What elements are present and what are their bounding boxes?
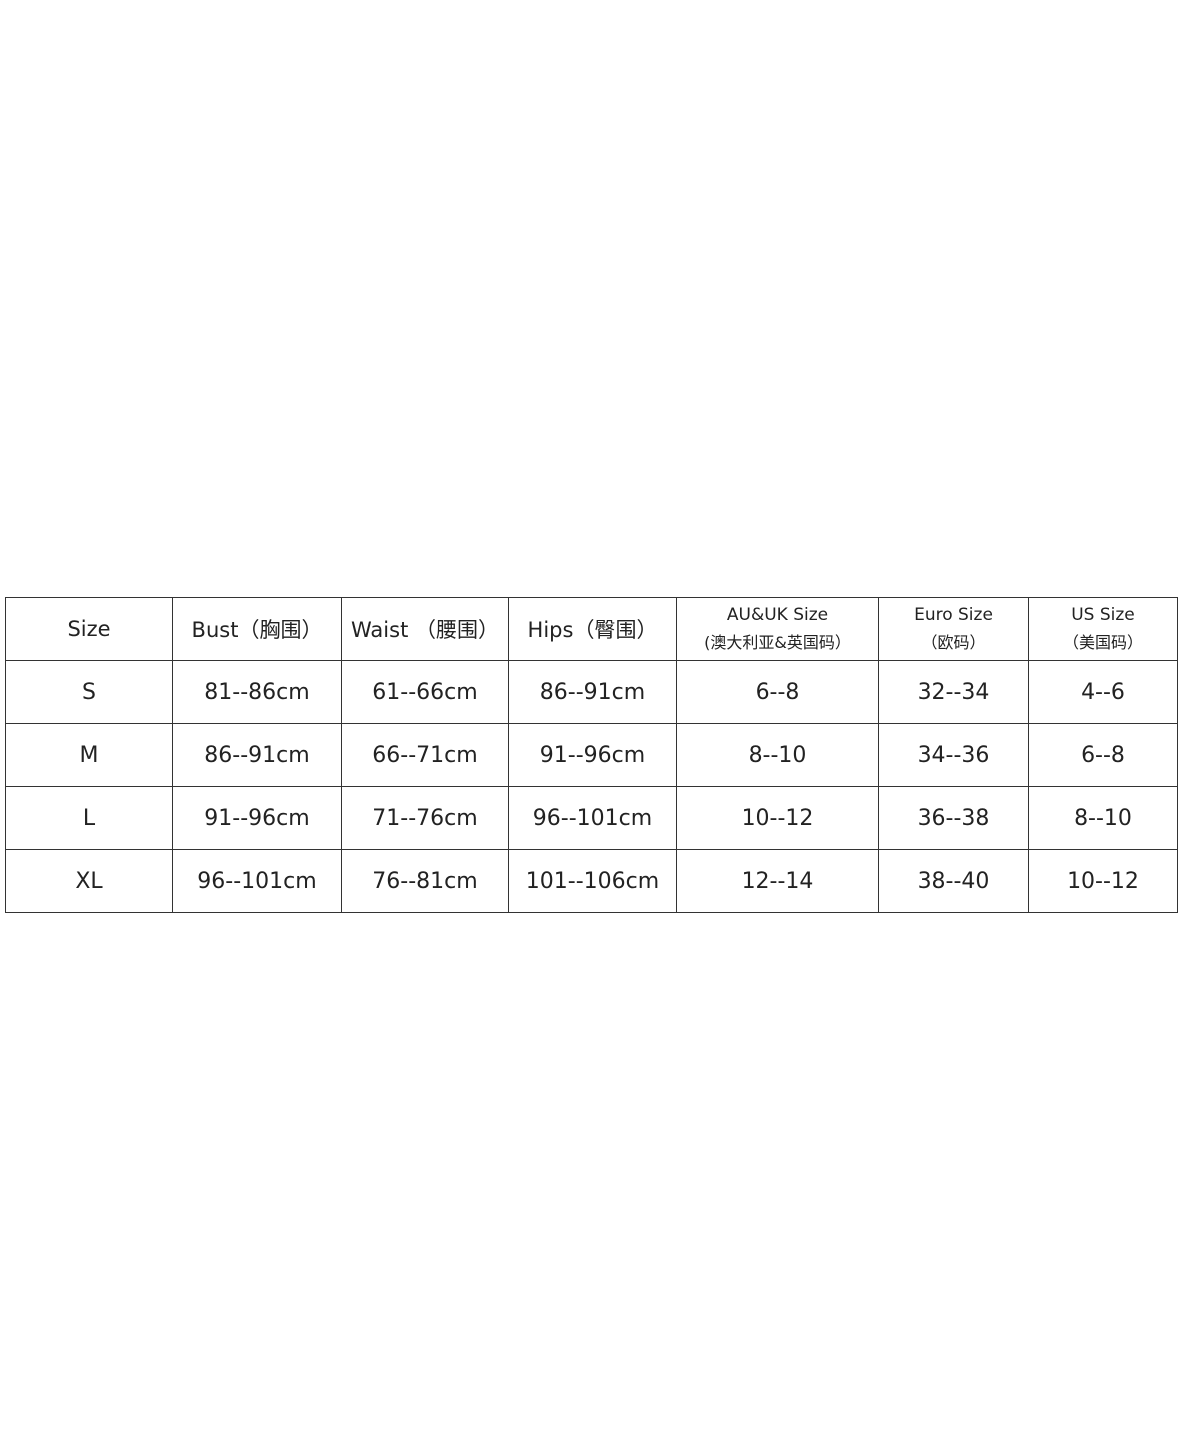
table-row: M 86--91cm 66--71cm 91--96cm 8--10 34--36 6--8: [5, 723, 1178, 787]
table-cell: 10--12: [1028, 849, 1178, 913]
table-cell: 6--8: [676, 660, 879, 724]
header-hips: Hips（臀围）: [508, 597, 677, 661]
table-cell: 76--81cm: [341, 849, 509, 913]
table-cell: 66--71cm: [341, 723, 509, 787]
table-cell: 12--14: [676, 849, 879, 913]
table-cell: 36--38: [878, 786, 1029, 850]
header-waist: Waist （腰围）: [341, 597, 509, 661]
table-cell: XL: [5, 849, 173, 913]
table-cell: 6--8: [1028, 723, 1178, 787]
table-cell: 96--101cm: [508, 786, 677, 850]
header-bust: Bust（胸围）: [172, 597, 342, 661]
header-euro-size: Euro Size （欧码）: [878, 597, 1029, 661]
table-row: L 91--96cm 71--76cm 96--101cm 10--12 36--38 8-…: [5, 786, 1178, 850]
table-cell: 4--6: [1028, 660, 1178, 724]
table-cell: 32--34: [878, 660, 1029, 724]
table-cell: 61--66cm: [341, 660, 509, 724]
table-cell: 91--96cm: [172, 786, 342, 850]
header-label: AU&UK Size: [726, 605, 829, 625]
table-row: S 81--86cm 61--66cm 86--91cm 6--8 32--34 4--6: [5, 660, 1178, 724]
table-cell: 71--76cm: [341, 786, 509, 850]
table-cell: L: [5, 786, 173, 850]
header-sublabel: (澳大利亚&英国码）: [704, 633, 851, 652]
header-label: Euro Size: [914, 605, 993, 625]
header-sublabel: （欧码）: [921, 633, 986, 652]
table-cell: 8--10: [1028, 786, 1178, 850]
table-cell: 8--10: [676, 723, 879, 787]
table-cell: 86--91cm: [172, 723, 342, 787]
table-cell: 91--96cm: [508, 723, 677, 787]
table-cell: 10--12: [676, 786, 879, 850]
size-chart-table: Size Bust（胸围） Waist （腰围） Hips（臀围） AU&UK …: [5, 597, 1178, 913]
table-cell: 96--101cm: [172, 849, 342, 913]
table-cell: 86--91cm: [508, 660, 677, 724]
table-cell: M: [5, 723, 173, 787]
table-cell: 101--106cm: [508, 849, 677, 913]
table-cell: 34--36: [878, 723, 1029, 787]
header-au-uk-size: AU&UK Size (澳大利亚&英国码）: [676, 597, 879, 661]
table-cell: S: [5, 660, 173, 724]
header-size: Size: [5, 597, 173, 661]
header-row: Size Bust（胸围） Waist （腰围） Hips（臀围） AU&UK …: [5, 597, 1178, 661]
table-row: XL 96--101cm 76--81cm 101--106cm 12--14 38--4…: [5, 849, 1178, 913]
header-label: US Size: [1071, 605, 1135, 625]
header-us-size: US Size （美国码）: [1028, 597, 1178, 661]
header-sublabel: （美国码）: [1062, 633, 1143, 652]
table-cell: 38--40: [878, 849, 1029, 913]
table-cell: 81--86cm: [172, 660, 342, 724]
